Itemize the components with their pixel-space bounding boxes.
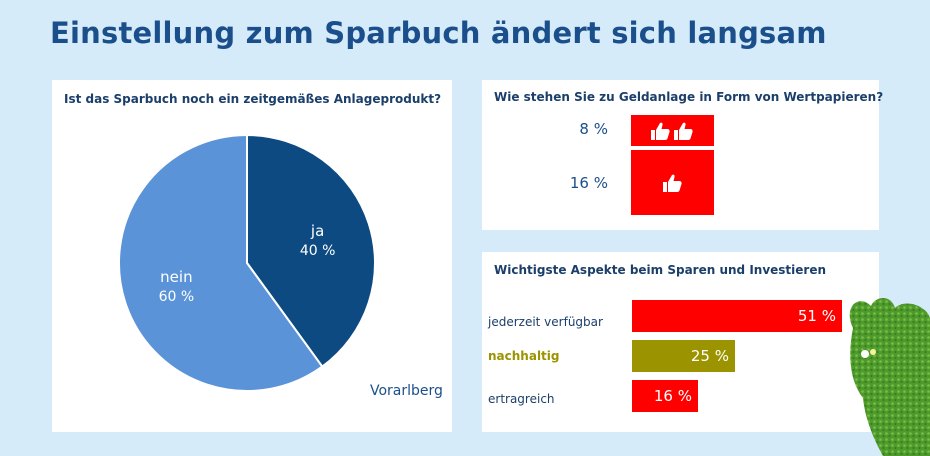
pie-chart: ja 40 % nein 60 % xyxy=(118,133,376,392)
pie-chart-panel: Ist das Sparbuch noch ein zeitgemäßes An… xyxy=(52,80,452,432)
thumbs-panel: Wie stehen Sie zu Geldanlage in Form von… xyxy=(482,80,883,230)
pie-value-nein: 60 % xyxy=(159,289,195,305)
thumbs-up-icon xyxy=(662,174,682,192)
aspects-chart-title: Wichtigste Aspekte beim Sparen und Inves… xyxy=(494,263,827,277)
thumbs-chart-title: Wie stehen Sie zu Geldanlage in Form von… xyxy=(494,90,884,104)
thumbs-box-2 xyxy=(631,150,714,215)
thumbs-up-icon xyxy=(674,122,693,140)
pie-label-nein: nein xyxy=(160,268,192,286)
pie-slice-nein xyxy=(118,133,324,392)
page-title: Einstellung zum Sparbuch ändert sich lan… xyxy=(50,16,827,50)
pie-slice-ja xyxy=(246,133,376,368)
pie-label-ja: ja xyxy=(310,222,324,240)
bar-label-3: ertragreich xyxy=(488,392,555,406)
bar-jederzeit-verfuegbar: 51 % xyxy=(632,300,842,332)
bar-value-2: 25 % xyxy=(690,347,729,365)
bar-value-1: 51 % xyxy=(797,307,836,325)
bar-nachhaltig: 25 % xyxy=(632,340,735,372)
thumbs-value-2: 16 % xyxy=(569,174,608,192)
thumbs-box-1 xyxy=(631,115,714,146)
region-label: Vorarlberg xyxy=(370,383,443,399)
thumbs-up-icon xyxy=(651,122,670,140)
pie-value-ja: 40 % xyxy=(300,243,336,259)
grass-mascot-illustration xyxy=(849,298,930,456)
bar-ertragreich: 16 % xyxy=(632,380,698,412)
bar-value-3: 16 % xyxy=(653,387,692,405)
thumbs-value-1: 8 % xyxy=(579,120,608,138)
bar-label-1: jederzeit verfügbar xyxy=(488,315,603,329)
pie-chart-title: Ist das Sparbuch noch ein zeitgemäßes An… xyxy=(64,92,442,106)
bar-label-2: nachhaltig xyxy=(488,349,560,363)
aspects-panel: Wichtigste Aspekte beim Sparen und Inves… xyxy=(482,252,879,432)
